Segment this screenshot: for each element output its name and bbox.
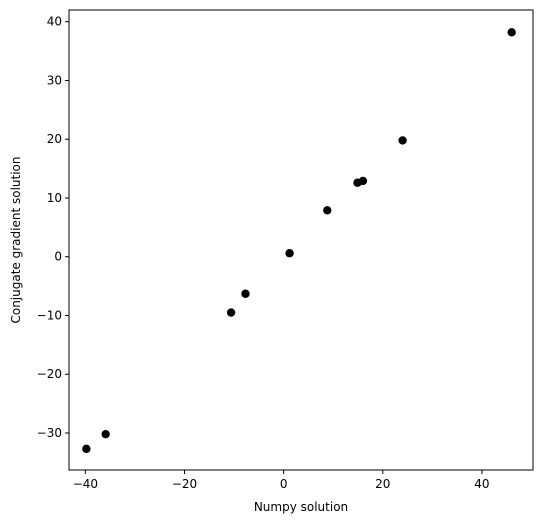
y-tick-label: 30: [47, 73, 62, 87]
x-tick-label: −40: [73, 477, 98, 491]
points-layer: [82, 28, 516, 454]
data-point: [323, 206, 332, 215]
data-point: [101, 429, 110, 439]
y-tick-label: 10: [47, 191, 62, 205]
data-point: [507, 28, 516, 37]
y-tick-label: 0: [54, 250, 62, 264]
x-axis-label: Numpy solution: [254, 500, 348, 514]
ticks-layer: −40 −20 0 20 40 −30 −20 −10 0 10 20 30 40: [37, 15, 490, 491]
y-tick-label: −30: [37, 426, 62, 440]
x-tick-label: 0: [280, 477, 288, 491]
x-tick-label: −20: [172, 477, 197, 491]
y-tick-label: 20: [47, 132, 62, 146]
data-point: [398, 136, 407, 145]
data-point: [285, 249, 294, 258]
y-tick-label: −20: [37, 367, 62, 381]
x-tick-label: 40: [474, 477, 489, 491]
data-point: [358, 176, 368, 186]
plot-frame: [68, 9, 534, 471]
y-tick-label: 40: [47, 15, 62, 29]
y-axis-label: Conjugate gradient solution: [9, 156, 23, 323]
data-point: [241, 289, 250, 298]
data-point: [226, 308, 236, 317]
x-tick-label: 20: [375, 477, 390, 491]
data-point: [82, 444, 91, 454]
y-tick-label: −10: [37, 308, 62, 322]
